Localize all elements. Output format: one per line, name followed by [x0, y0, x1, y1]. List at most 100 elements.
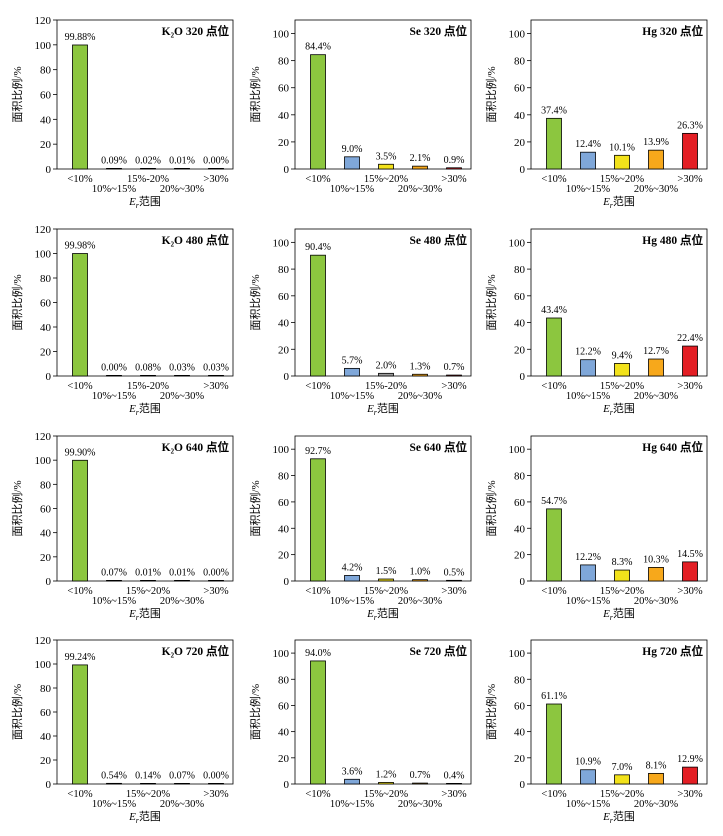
x-tick-label: 20%~30% — [160, 391, 204, 402]
bar — [72, 459, 88, 582]
chart-panel: 0 20 40 60 80 100 面积比例/% Hg 320 点位 37.4% <10% 12.4… — [484, 19, 708, 210]
y-tick-label: 0 — [284, 164, 290, 176]
y-tick-label: 20 — [40, 139, 52, 151]
y-tick-label: 80 — [40, 273, 52, 285]
y-tick-label: 120 — [35, 224, 52, 236]
chart-panel: 0 20 40 60 80 100 120 面积比例/% K₂O 320 点位 99.88% <10… — [10, 15, 234, 210]
y-tick-label: 60 — [40, 298, 52, 310]
chart-panel: 0 20 40 60 80 100 面积比例/% Hg 480 点位 43.4% <10% 12.2… — [484, 228, 708, 417]
bar — [614, 774, 630, 785]
data-label: 99.98% — [65, 241, 96, 252]
x-tick-label: 10%~15% — [92, 596, 136, 607]
bar — [106, 782, 122, 785]
data-label: 1.5% — [376, 566, 397, 577]
bar — [106, 374, 122, 377]
x-tick-label: >30% — [677, 381, 702, 392]
x-tick-label: 20%~30% — [160, 596, 204, 607]
y-tick-label: 20 — [278, 137, 290, 149]
x-tick-label: 20%~30% — [398, 184, 442, 195]
y-tick-label: 120 — [35, 431, 52, 443]
y-tick-label: 80 — [40, 479, 52, 491]
y-tick-label: 100 — [509, 648, 526, 660]
bar — [310, 254, 326, 377]
bar — [648, 358, 664, 377]
data-label: 2.0% — [376, 360, 397, 371]
x-tick-label: >30% — [441, 381, 466, 392]
chart-title: Se 720 点位 — [410, 644, 468, 658]
x-tick-label: 15%~20% — [600, 789, 644, 800]
data-label: 99.24% — [65, 652, 96, 663]
bar — [378, 163, 394, 170]
x-tick-label: >30% — [441, 174, 466, 185]
x-tick-label: 10%~15% — [330, 391, 374, 402]
data-label: 0.03% — [203, 362, 229, 373]
y-tick-label: 40 — [278, 523, 290, 535]
y-tick-label: 80 — [278, 56, 290, 68]
x-tick-label: <10% — [67, 789, 92, 800]
bar — [140, 374, 156, 377]
x-tick-label: 20%~30% — [160, 799, 204, 810]
y-tick-label: 40 — [40, 528, 52, 540]
x-tick-label: <10% — [67, 174, 92, 185]
chart-title: K₂O 320 点位 — [162, 24, 230, 38]
x-tick-label: 10%~15% — [92, 799, 136, 810]
data-label: 1.3% — [410, 361, 431, 372]
y-tick-label: 60 — [40, 707, 52, 719]
x-tick-label: 15%-20% — [127, 381, 169, 392]
data-label: 0.5% — [444, 567, 465, 578]
y-tick-label: 20 — [514, 344, 526, 356]
y-axis-label: 面积比例/% — [10, 274, 24, 330]
x-tick-label: 15%~20% — [600, 381, 644, 392]
data-label: 0.9% — [444, 155, 465, 166]
y-tick-label: 0 — [46, 164, 52, 176]
y-tick-label: 20 — [40, 347, 52, 359]
data-label: 12.7% — [643, 346, 669, 357]
y-tick-label: 100 — [273, 29, 290, 41]
x-tick-label: 10%~15% — [330, 596, 374, 607]
y-axis-label: 面积比例/% — [248, 480, 262, 536]
x-axis-label: Er范围 — [602, 401, 635, 417]
data-label: 0.00% — [203, 567, 229, 578]
x-tick-label: >30% — [677, 174, 702, 185]
data-label: 0.07% — [101, 567, 127, 578]
y-tick-label: 100 — [273, 237, 290, 249]
x-tick-label: 15%~20% — [600, 586, 644, 597]
data-label: 10.9% — [575, 757, 601, 768]
x-axis-label: Er范围 — [602, 194, 635, 210]
y-tick-label: 80 — [278, 264, 290, 276]
x-tick-label: >30% — [203, 381, 228, 392]
bar — [412, 782, 428, 785]
bar — [344, 367, 360, 377]
bar — [378, 578, 394, 582]
bar — [174, 374, 190, 377]
x-tick-label: 10%~15% — [566, 799, 610, 810]
y-tick-label: 40 — [514, 523, 526, 535]
x-tick-label: 20%~30% — [634, 391, 678, 402]
x-tick-label: 15%~20% — [126, 789, 170, 800]
y-tick-label: 80 — [278, 471, 290, 483]
bar — [580, 151, 596, 170]
y-tick-label: 80 — [40, 683, 52, 695]
x-axis-label: Er范围 — [128, 809, 161, 825]
data-label: 10.1% — [609, 142, 635, 153]
bar — [648, 772, 664, 785]
y-tick-label: 100 — [509, 29, 526, 41]
y-tick-label: 60 — [514, 83, 526, 95]
bar — [648, 149, 664, 170]
data-label: 12.2% — [575, 552, 601, 563]
y-axis-label: 面积比例/% — [10, 66, 24, 122]
bar — [310, 458, 326, 582]
data-label: 0.07% — [169, 770, 195, 781]
x-tick-label: 15%~20% — [600, 174, 644, 185]
y-tick-label: 0 — [46, 371, 52, 383]
bar — [412, 165, 428, 170]
chart-title: Se 640 点位 — [410, 440, 468, 454]
x-axis-label: Er范围 — [128, 194, 161, 210]
bar — [682, 345, 698, 377]
data-label: 13.9% — [643, 137, 669, 148]
x-tick-label: <10% — [67, 586, 92, 597]
chart-title: K₂O 640 点位 — [162, 440, 230, 454]
x-tick-label: <10% — [541, 174, 566, 185]
x-tick-label: 10%~15% — [330, 799, 374, 810]
